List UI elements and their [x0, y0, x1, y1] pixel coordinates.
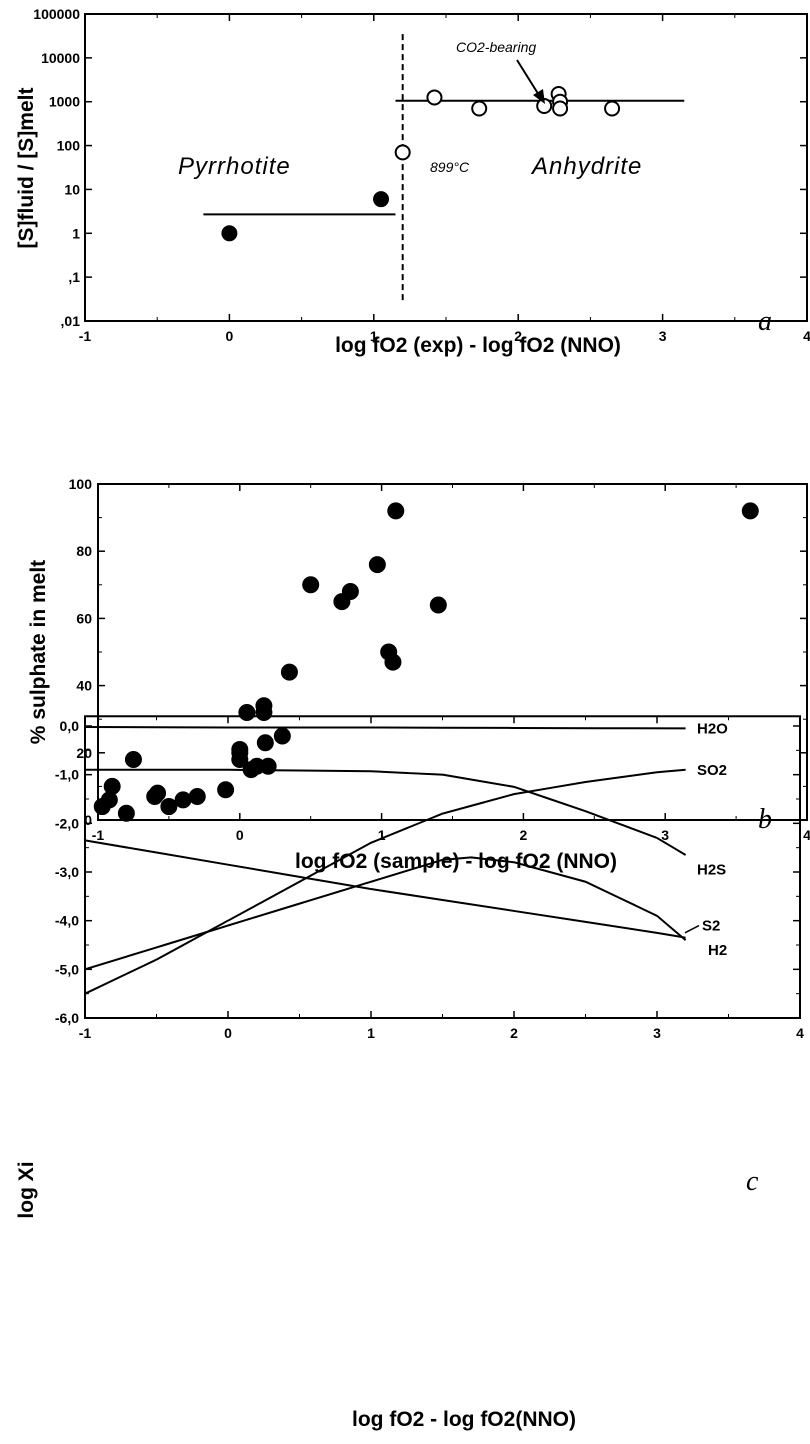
- y-tick-label-b: 100: [69, 476, 93, 492]
- y-tick-label-b: 80: [76, 543, 92, 559]
- filled-data-point: [221, 225, 238, 242]
- filled-data-point: [259, 757, 277, 775]
- x-tick-label-c: 1: [367, 1025, 375, 1041]
- x-tick-label-a: 1: [370, 328, 378, 344]
- series-line-so2: [84, 768, 686, 995]
- temperature-label: 899°C: [430, 159, 470, 175]
- x-axis-label-b: log fO2 (sample) - log fO2 (NNO): [295, 850, 617, 873]
- filled-data-point: [174, 791, 192, 809]
- open-data-point: [394, 144, 411, 161]
- y-tick-label-b: 40: [76, 678, 92, 694]
- y-axis-label-b: % sulphate in melt: [27, 560, 50, 744]
- filled-data-point: [384, 653, 402, 671]
- series-line-h2o: [84, 725, 686, 730]
- filled-data-point: [117, 804, 135, 822]
- series-label-so2: SO2: [697, 762, 727, 779]
- y-tick-label-c: -5,0: [55, 961, 79, 977]
- y-axis-label-c: log Xi: [15, 1161, 38, 1218]
- filled-data-point: [124, 751, 142, 769]
- filled-data-point: [255, 697, 273, 715]
- y-tick-label-c: -3,0: [55, 864, 79, 880]
- filled-data-point: [188, 787, 206, 805]
- y-tick-label-a: 1: [72, 225, 80, 241]
- x-tick-label-c: 2: [510, 1025, 518, 1041]
- y-tick-label-c: -2,0: [55, 815, 79, 831]
- y-tick-label-a: 10000: [41, 50, 80, 66]
- filled-data-point: [100, 791, 118, 809]
- filled-data-point: [387, 502, 405, 520]
- open-data-point: [471, 100, 488, 117]
- pyrrhotite-label: Pyrrhotite: [178, 153, 291, 180]
- y-tick-label-a: 1000: [49, 94, 80, 110]
- x-axis-label-c: log fO2 - log fO2(NNO): [352, 1408, 576, 1431]
- y-tick-label-a: 100000: [33, 6, 80, 22]
- x-axis-label-a: log fO2 (exp) - log fO2 (NNO): [335, 334, 621, 357]
- filled-data-point: [238, 703, 256, 721]
- series-line-s2: [84, 856, 687, 971]
- filled-data-point: [302, 576, 320, 594]
- filled-data-point: [160, 798, 178, 816]
- x-tick-label-c: 4: [796, 1025, 804, 1041]
- filled-data-point: [273, 727, 291, 745]
- y-tick-label-b: 60: [76, 610, 92, 626]
- x-tick-label-c: 3: [653, 1025, 661, 1041]
- series-line-h2: [84, 839, 686, 939]
- x-tick-label-b: 1: [378, 827, 386, 843]
- filled-data-point: [341, 583, 359, 601]
- series-label-h2: H2: [708, 942, 727, 959]
- y-axis-label-a: [S]fluid / [S]melt: [15, 88, 38, 249]
- y-tick-label-c: 0,0: [60, 718, 80, 734]
- x-tick-label-a: 2: [514, 328, 522, 344]
- x-tick-label-a: 4: [803, 328, 810, 344]
- y-tick-label-a: 10: [64, 181, 80, 197]
- co2-bearing-label: CO2-bearing: [456, 39, 536, 55]
- filled-data-point: [373, 191, 390, 208]
- panel-label-b: b: [758, 804, 772, 835]
- x-tick-label-b: 4: [803, 827, 810, 843]
- y-tick-label-a: ,1: [68, 269, 80, 285]
- filled-data-point: [217, 781, 235, 799]
- chart-panel-c: -1 0 1 2 3 4 0,0-1,0-2,0-3,0-4,0-5,0-6,0 H2OS…: [15, 715, 804, 1431]
- x-tick-label-a: 3: [659, 328, 667, 344]
- co2-arrow-head: [533, 89, 545, 104]
- series-label-s2: S2: [702, 918, 720, 935]
- x-tick-label-a: -1: [79, 328, 92, 344]
- filled-data-point: [149, 784, 167, 802]
- x-tick-label-b: -1: [92, 827, 105, 843]
- y-tick-label-a: 100: [57, 138, 81, 154]
- chart-panel-a: -1 0 1 2 3 4 100000 10000 1000 100 10 1 ,1 ,01 log f…: [15, 6, 810, 357]
- filled-data-point: [368, 556, 386, 574]
- x-tick-label-b: 2: [520, 827, 528, 843]
- filled-data-point: [231, 740, 249, 758]
- y-tick-label-c: -4,0: [55, 913, 79, 929]
- filled-data-point: [429, 596, 447, 614]
- panel-label-a: a: [758, 306, 772, 337]
- x-tick-label-c: -1: [79, 1025, 92, 1041]
- open-data-point: [552, 100, 569, 117]
- y-tick-label-c: -6,0: [55, 1010, 79, 1026]
- x-tick-label-b: 3: [661, 827, 669, 843]
- series-leader-s2: [684, 924, 700, 934]
- y-tick-label-b: 0: [84, 812, 92, 828]
- panel-label-c: c: [746, 1166, 759, 1197]
- anhydrite-label: Anhydrite: [530, 153, 642, 180]
- series-line-h2s: [84, 768, 687, 856]
- y-tick-label-c: -1,0: [55, 767, 79, 783]
- x-tick-label-b: 0: [236, 827, 244, 843]
- y-tick-label-a: ,01: [61, 313, 81, 329]
- x-tick-label-c: 0: [224, 1025, 232, 1041]
- x-tick-label-a: 0: [226, 328, 234, 344]
- series-label-h2s: H2S: [697, 862, 726, 879]
- series-label-h2o: H2O: [697, 720, 728, 737]
- open-data-point: [426, 89, 443, 106]
- filled-data-point: [741, 502, 759, 520]
- open-data-point: [604, 100, 621, 117]
- filled-data-point: [280, 663, 298, 681]
- filled-data-point: [256, 734, 274, 752]
